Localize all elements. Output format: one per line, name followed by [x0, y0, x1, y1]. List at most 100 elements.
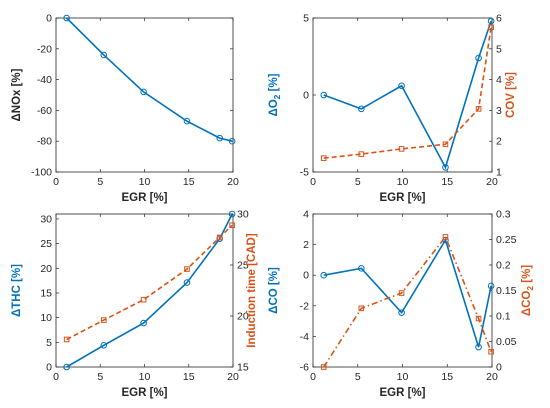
y-right-tick-label: 0.1 — [496, 311, 511, 323]
y-tick-label: 5 — [303, 13, 309, 25]
data-point — [216, 134, 224, 142]
plot-frame — [55, 213, 234, 368]
y-tick-label: -60 — [37, 105, 52, 117]
x-tick-label: 5 — [355, 176, 361, 188]
series-line-1 — [323, 20, 492, 170]
y-tick-label: 0 — [303, 270, 309, 282]
data-point — [358, 265, 365, 272]
data-point — [320, 155, 327, 161]
x-tick-label: 0 — [310, 371, 316, 383]
x-tick-label: 15 — [441, 176, 453, 188]
data-point — [398, 290, 405, 296]
x-tick-label: 10 — [139, 176, 151, 188]
y-axis-label: ΔTHC [%] — [11, 264, 23, 317]
data-point — [487, 282, 495, 290]
x-tick-label: 15 — [183, 371, 195, 383]
y-right-tick-label: 25 — [237, 260, 249, 272]
data-point — [442, 164, 449, 171]
y-tick-label: 0 — [46, 362, 52, 374]
x-tick-label: 5 — [355, 371, 361, 383]
y-tick-label: 20 — [40, 263, 52, 275]
y-right-axis-label: ΔCO2 [%] — [521, 265, 535, 317]
y-right-tick-label: 1 — [496, 167, 502, 179]
data-point — [442, 234, 449, 240]
x-tick-label: 20 — [227, 176, 239, 188]
data-point — [100, 317, 107, 323]
data-point — [216, 234, 223, 241]
data-point — [229, 222, 235, 229]
data-point — [320, 364, 327, 370]
data-point — [398, 309, 405, 316]
y-right-axis-label: COV [%] — [505, 72, 517, 118]
y-tick-label: -40 — [37, 74, 52, 86]
data-point — [184, 266, 190, 272]
y-tick-label: 0 — [303, 90, 309, 102]
y-tick-label: 2 — [303, 239, 309, 251]
data-point — [398, 82, 405, 90]
y-right-tick-label: 20 — [237, 311, 249, 323]
data-point — [475, 106, 482, 112]
y-right-tick-label: 0 — [496, 362, 502, 374]
x-tick-label: 10 — [139, 371, 151, 383]
y-tick-label: 10 — [40, 312, 52, 324]
data-point — [63, 336, 70, 343]
x-tick-label: 5 — [97, 176, 103, 188]
data-point — [140, 88, 147, 96]
y-tick-label: 4 — [303, 209, 309, 221]
y-right-tick-label: 0.25 — [496, 234, 517, 246]
y-right-tick-label: 0.3 — [496, 209, 511, 221]
y-right-tick-label: 3 — [496, 105, 502, 117]
data-point — [442, 141, 449, 148]
series-line-2 — [323, 235, 492, 368]
x-tick-label: 20 — [486, 371, 498, 383]
x-tick-label: 0 — [53, 371, 59, 383]
series-line-1 — [66, 17, 233, 142]
y-right-tick-label: 2 — [496, 136, 502, 148]
series-line-1 — [323, 238, 492, 348]
y-axis-label: ΔCO [%] — [268, 267, 280, 314]
data-point — [475, 315, 482, 322]
x-tick-label: 15 — [441, 371, 453, 383]
y-right-axis-label: Induction time [CAD] — [246, 233, 258, 348]
x-tick-label: 10 — [397, 176, 409, 188]
y-tick-label: 25 — [40, 238, 52, 250]
x-tick-label: 20 — [227, 371, 239, 383]
data-point — [140, 296, 147, 303]
y-right-tick-label: 15 — [237, 362, 249, 374]
x-axis-label: EGR [%] — [380, 192, 426, 204]
data-point — [358, 151, 365, 157]
y-tick-label: -20 — [37, 43, 52, 55]
data-point — [216, 235, 224, 242]
data-point — [100, 51, 108, 59]
data-point — [398, 146, 405, 152]
x-tick-label: 15 — [183, 176, 195, 188]
x-tick-label: 5 — [97, 371, 103, 383]
data-point — [63, 14, 70, 22]
data-point — [183, 279, 191, 286]
plot-frame — [312, 17, 493, 173]
y-right-tick-label: 5 — [496, 43, 502, 55]
subplot-1: 0 5 10 15 20 EGR [%] -100 -80 -60 -40 -20 0 ΔNOx [%] — [11, 13, 239, 205]
x-axis-label: EGR [%] — [122, 387, 168, 399]
x-tick-label: 10 — [397, 371, 409, 383]
data-point — [320, 271, 328, 279]
y-tick-label: 15 — [40, 287, 52, 299]
data-point — [228, 137, 236, 145]
y-right-tick-label: 4 — [496, 74, 502, 86]
data-point — [140, 319, 147, 327]
y-tick-label: -80 — [37, 136, 52, 148]
data-point — [63, 363, 70, 371]
data-point — [320, 91, 328, 99]
y-right-tick-label: 6 — [496, 13, 502, 25]
x-tick-label: 0 — [310, 176, 316, 188]
y-right-tick-label: 0.2 — [496, 260, 511, 272]
series-line-1 — [66, 213, 233, 368]
y-tick-label: -6 — [300, 362, 309, 374]
y-tick-label: 0 — [46, 13, 52, 25]
subplot-4: 0 5 10 15 20 EGR [%] -6 -4 -2 0 2 4 ΔCO [%] 0 0.05 0.1 0… — [268, 209, 535, 400]
data-point — [183, 117, 191, 125]
data-point — [488, 348, 494, 355]
